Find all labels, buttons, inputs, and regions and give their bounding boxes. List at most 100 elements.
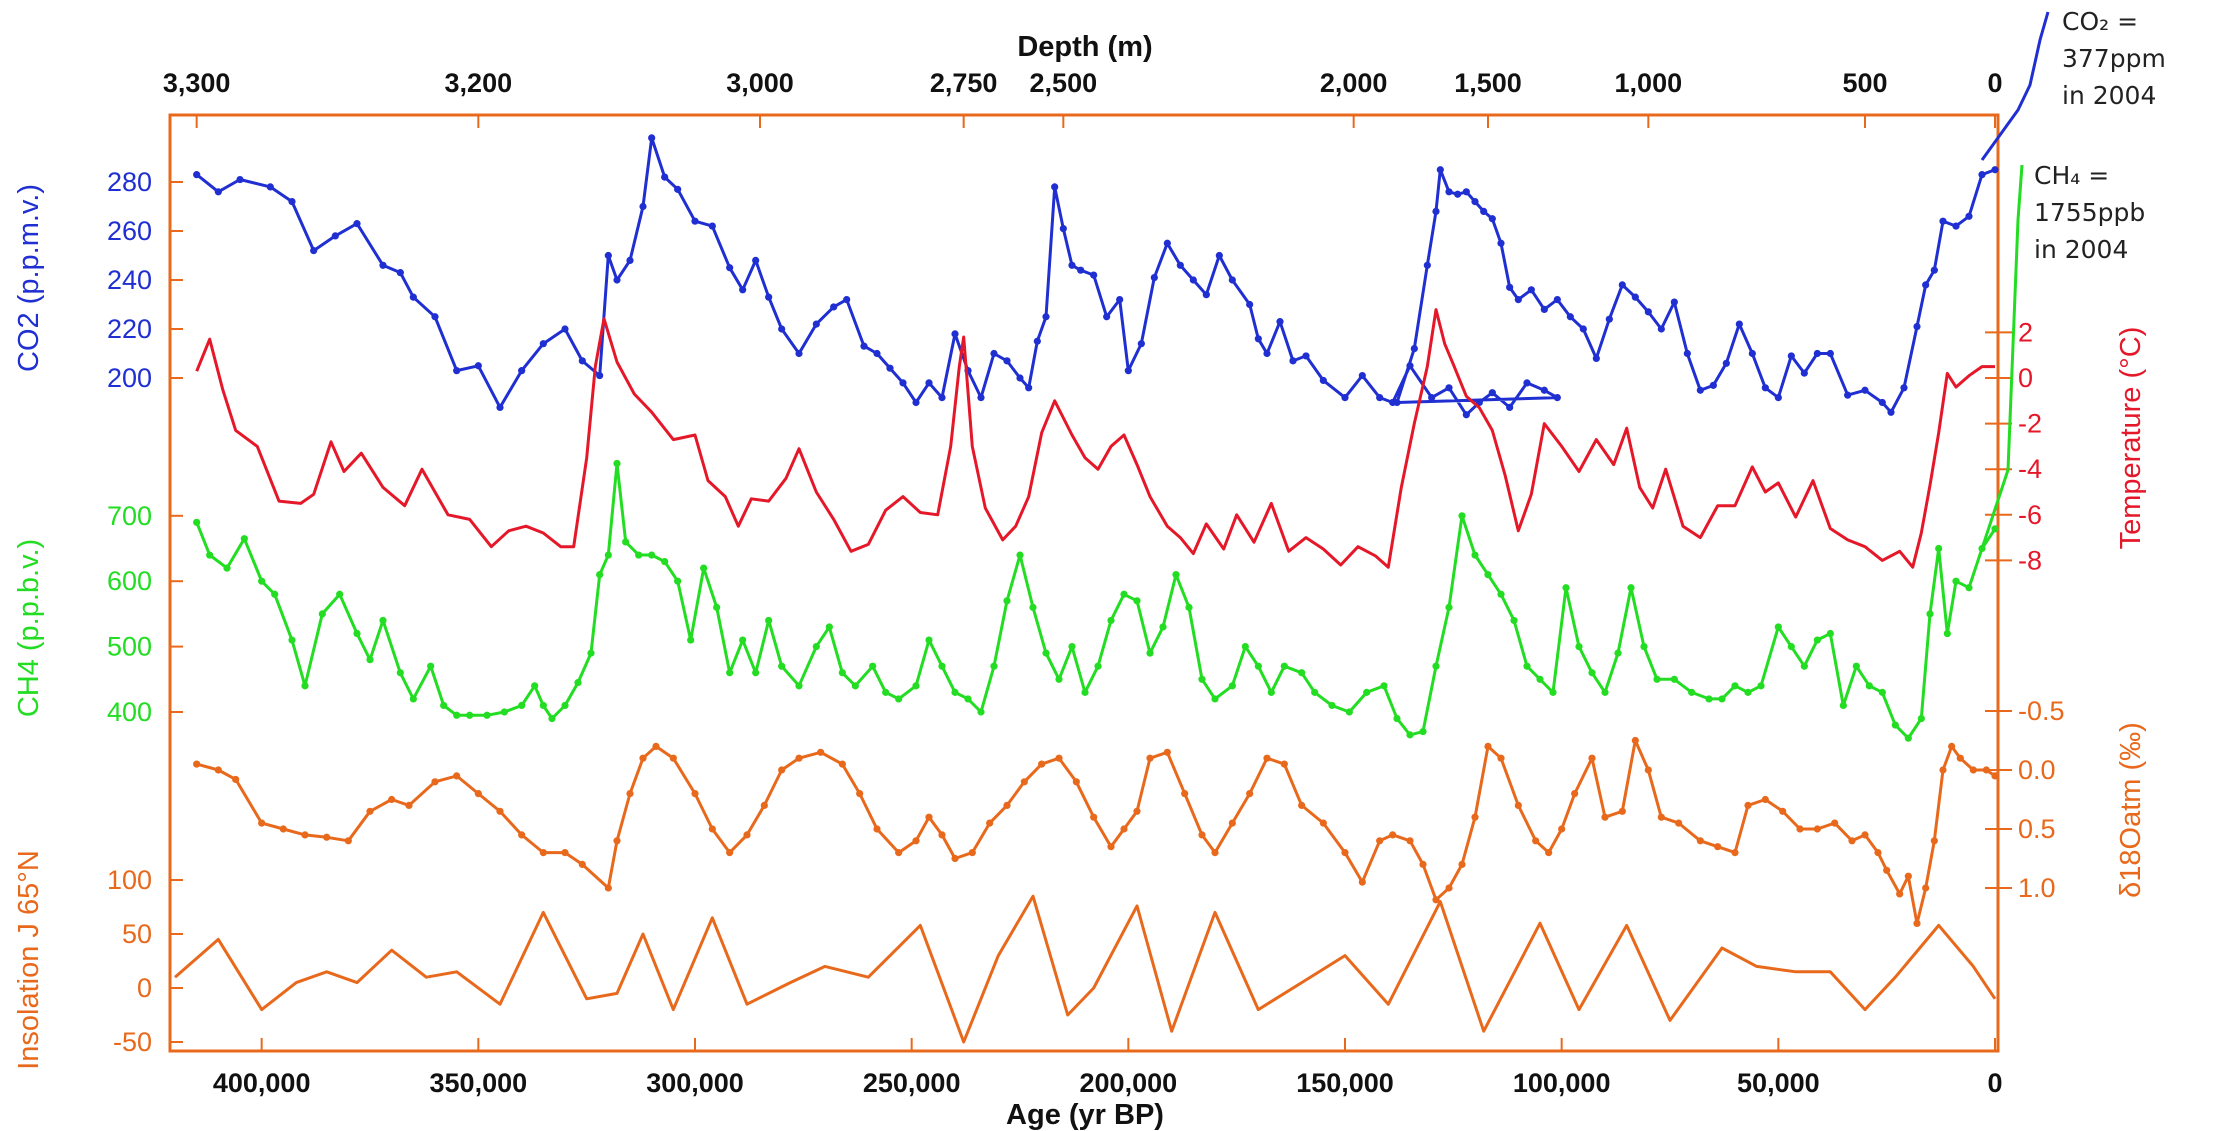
ch4-data-point — [1640, 643, 1648, 651]
co2-data-point — [1410, 345, 1418, 353]
co2-data-point — [1735, 320, 1743, 328]
d18o-data-point — [1618, 807, 1626, 815]
co2-data-point — [409, 293, 417, 301]
co2-data-point — [1826, 349, 1834, 358]
co2-data-point — [1722, 359, 1730, 367]
ch4-data-point — [882, 688, 890, 696]
ch4-data-point — [1688, 688, 1696, 696]
co2-data-point — [1103, 313, 1111, 321]
co2-data-point — [1991, 166, 1999, 174]
co2-data-point — [648, 134, 656, 142]
ch4-data-point — [1406, 731, 1414, 739]
ch4-data-point — [206, 551, 214, 559]
ch4-data-point — [440, 701, 448, 710]
ch4-data-point — [1627, 584, 1635, 592]
d18o-data-point — [453, 772, 461, 780]
ch4-data-point — [1497, 590, 1505, 598]
co2-data-point — [1228, 276, 1236, 284]
ch4-data-point — [925, 636, 933, 644]
co2-data-point — [1137, 340, 1145, 348]
ch4-data-point — [1159, 623, 1167, 631]
temperature-tick-label: -6 — [2018, 500, 2042, 530]
co2-data-point — [1068, 261, 1076, 269]
ch4-data-point — [1965, 584, 1973, 592]
temperature-axis-title: Temperature (°C) — [2115, 327, 2147, 550]
co2-data-point — [1787, 352, 1795, 360]
co2-data-point — [1376, 394, 1384, 402]
annotation-line: in 2004 — [2034, 235, 2128, 264]
annotation-line: in 2004 — [2062, 81, 2156, 110]
ch4-data-point — [301, 682, 309, 690]
co2-data-point — [1683, 349, 1691, 358]
ch4-data-point — [1198, 675, 1206, 683]
ch4-data-point — [938, 662, 946, 670]
top-tick-label: 3,000 — [726, 68, 794, 98]
ch4-data-point — [1588, 669, 1596, 677]
co2-tick-label: 260 — [107, 216, 152, 246]
co2-data-point — [661, 173, 669, 181]
ch4-data-point — [353, 629, 361, 638]
d18o-data-point — [968, 849, 976, 857]
d18o-data-point — [726, 849, 734, 857]
d18o-data-point — [1956, 754, 1964, 762]
ch4-data-point — [518, 701, 526, 710]
ch4-data-point — [1653, 675, 1661, 683]
d18o-data-point — [1211, 849, 1219, 857]
co2-data-point — [1644, 308, 1652, 316]
co2-data-point — [1506, 403, 1514, 411]
bottom-tick-label: 250,000 — [863, 1068, 961, 1098]
co2-data-point — [765, 293, 773, 301]
co2-data-point — [1497, 239, 1505, 247]
co2-data-point — [1540, 386, 1548, 394]
ch4-data-point — [1380, 682, 1388, 690]
co2-tick-label: 200 — [107, 363, 152, 393]
ch4-data-point — [726, 669, 734, 677]
co2-data-point — [1042, 313, 1050, 321]
ch4-data-point — [1839, 701, 1847, 710]
d18o-data-point — [1948, 742, 1956, 751]
ch4-data-point — [1003, 597, 1011, 605]
ch4-tick-label: 500 — [107, 632, 152, 662]
ch4-axis-title: CH4 (p.p.b.v.) — [13, 539, 45, 717]
d18o-data-point — [795, 754, 803, 762]
ch4-data-point — [1419, 728, 1427, 736]
top-tick-label: 1,000 — [1615, 68, 1683, 98]
co2-data-point — [951, 330, 959, 338]
d18o-data-point — [1298, 801, 1306, 810]
d18o-data-point — [1779, 807, 1787, 815]
temperature-tick-label: 2 — [2018, 317, 2033, 347]
co2-data-point — [1657, 325, 1665, 333]
d18o-data-point — [1532, 837, 1540, 845]
ch4-data-point — [1484, 571, 1492, 579]
ch4-data-point — [466, 711, 474, 719]
ch4-data-point — [223, 564, 231, 572]
ch4-data-point — [1211, 695, 1219, 703]
d18o-data-point — [474, 790, 482, 798]
ch4-data-point — [765, 616, 773, 625]
ch4-data-point — [752, 669, 760, 677]
ch4-tick-label: 400 — [107, 697, 152, 727]
co2-data-point — [1276, 318, 1284, 326]
co2-data-point — [1523, 379, 1531, 387]
d18o-data-point — [1731, 849, 1739, 857]
ch4-data-point — [1826, 629, 1834, 638]
d18o-data-point — [1588, 754, 1596, 762]
co2-data-point — [1432, 207, 1440, 215]
co2-data-point — [431, 313, 439, 321]
ch4-data-point — [1744, 688, 1752, 696]
co2-tick-label: 280 — [107, 167, 152, 197]
ch4-data-point — [1241, 643, 1249, 651]
co2-data-point — [1289, 357, 1297, 365]
d18o-data-point — [1874, 849, 1882, 857]
bottom-tick-label: 350,000 — [430, 1068, 528, 1098]
ch4-data-point — [1891, 721, 1899, 729]
bottom-tick-label: 200,000 — [1080, 1068, 1178, 1098]
co2-data-point — [873, 349, 881, 358]
d18o-data-point — [1163, 748, 1171, 756]
ch4-data-point — [539, 701, 547, 710]
ch4-data-point — [427, 662, 435, 670]
ch4-data-point — [1133, 597, 1141, 605]
co2-data-point — [938, 394, 946, 402]
d18o-data-point — [778, 766, 786, 774]
d18o-data-point — [1991, 772, 1999, 780]
